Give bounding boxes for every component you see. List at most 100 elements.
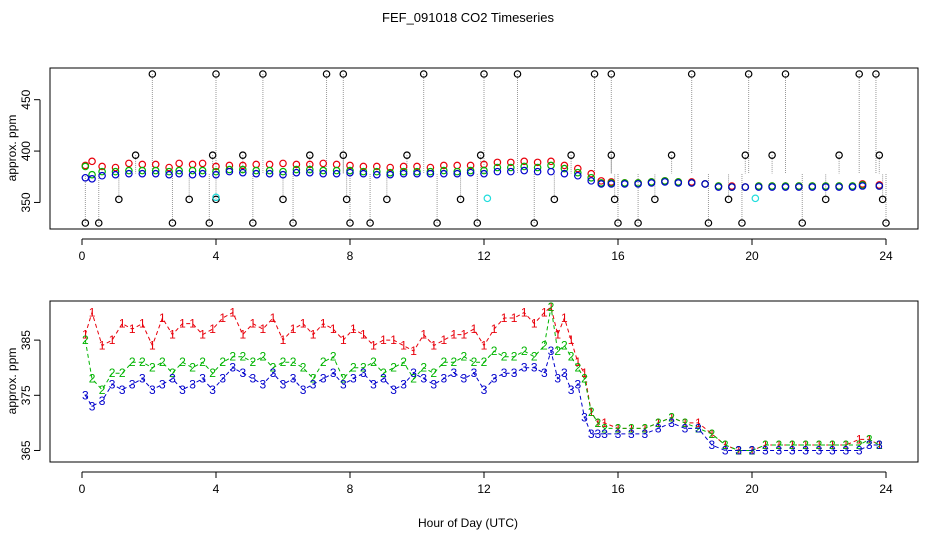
point-label-series-1: 1 [574,355,581,369]
point-series-3 [372,170,381,179]
point-label-series-3: 3 [420,372,427,386]
point-label-series-3: 3 [410,366,417,380]
point-series-flag [473,219,482,227]
point-series-flag [614,219,622,227]
point-label-series-1: 1 [511,311,518,325]
point-label-series-1: 1 [749,443,756,457]
upper-scatter-panel: approx. ppm 0 4 8 12 16 20 24 350 400 450 [5,67,919,263]
point-series-2 [346,166,354,175]
point-series-3 [165,170,173,179]
point-series-1 [506,158,515,167]
point-label-series-3: 3 [189,377,196,391]
point-label-series-3: 3 [199,372,206,386]
point-label-series-3: 3 [320,372,327,386]
point-series-3 [413,169,421,178]
point-series-1 [279,159,287,168]
point-label-series-3: 3 [521,361,528,375]
point-series-2 [138,166,147,175]
point-label-series-3: 3 [390,383,397,397]
point-label-series-3: 3 [370,377,377,391]
point-label-series-2: 2 [159,355,166,369]
point-label-series-2: 2 [189,361,196,375]
point-series-1 [493,158,502,167]
x-tick-label: 8 [347,482,354,496]
x-axis-label: Hour of Day (UTC) [418,516,518,530]
point-series-3 [547,167,555,176]
point-label-series-3: 3 [615,427,622,441]
point-series-1 [188,160,197,169]
x-tick-label: 12 [477,482,491,496]
point-label-series-3: 3 [481,383,488,397]
point-series-1 [399,162,408,171]
point-series-1 [520,157,529,166]
point-label-series-2: 2 [775,438,782,452]
point-series-3 [138,169,147,178]
point-label-series-2: 2 [239,350,246,364]
point-series-3 [821,183,830,191]
point-label-series-1: 1 [615,421,622,435]
point-series-flag [205,219,214,227]
x-tick-label: 24 [879,249,893,263]
point-label-series-1: 1 [802,438,809,452]
point-series-flag [610,195,619,204]
point-series-flag [342,195,351,204]
point-label-series-3: 3 [668,416,675,430]
point-series-1 [151,160,160,169]
point-label-series-3: 3 [708,438,715,452]
point-label-series-2: 2 [521,344,528,358]
point-label-series-2: 2 [89,372,96,386]
line-series-3 [84,349,880,451]
point-series-3 [560,169,569,178]
point-label-series-2: 2 [548,300,555,314]
point-label-series-3: 3 [82,388,89,402]
point-series-3 [533,167,542,176]
point-series-flag [781,70,790,78]
point-series-3 [332,169,341,178]
y-tick-label: 375 [19,385,33,405]
point-series-flag [687,70,696,78]
point-series-1 [533,158,542,167]
point-series-1 [175,159,183,168]
point-label-series-1: 1 [735,443,742,457]
point-label-series-2: 2 [330,350,337,364]
point-series-3 [88,175,96,183]
point-label-series-2: 2 [762,438,769,452]
x-tick-label: 20 [745,249,759,263]
point-label-series-2: 2 [695,421,702,435]
point-label-series-3: 3 [491,372,498,386]
point-label-series-3: 3 [280,377,287,391]
point-series-flag [550,195,559,204]
point-label-series-2: 2 [82,333,89,347]
point-series-flag [835,151,843,159]
point-series-1 [319,159,328,168]
point-label-series-1: 1 [99,339,106,353]
point-series-1 [346,161,354,170]
point-series-2 [319,166,328,175]
x-tick-label: 0 [79,249,86,263]
point-series-3 [607,180,616,188]
point-label-series-2: 2 [169,366,176,380]
point-series-3 [520,166,529,175]
point-series-1 [212,162,220,171]
point-label-series-3: 3 [89,399,96,413]
point-series-3 [111,170,120,179]
point-label-series-3: 3 [360,366,367,380]
point-series-3 [848,183,857,191]
point-series-2 [413,167,421,176]
point-series-3 [875,182,884,190]
point-series-3 [620,180,629,188]
point-label-series-1: 1 [708,427,715,441]
marks-upper [81,70,890,227]
point-series-2 [520,162,529,171]
point-series-3 [386,170,395,179]
point-label-series-3: 3 [209,383,216,397]
point-series-flag [704,219,713,227]
point-series-1 [547,157,555,166]
x-tick-label: 16 [611,482,625,496]
point-series-flag [768,151,776,159]
point-label-series-3: 3 [531,361,538,375]
point-series-flag [249,219,257,227]
point-series-flag [185,195,194,204]
